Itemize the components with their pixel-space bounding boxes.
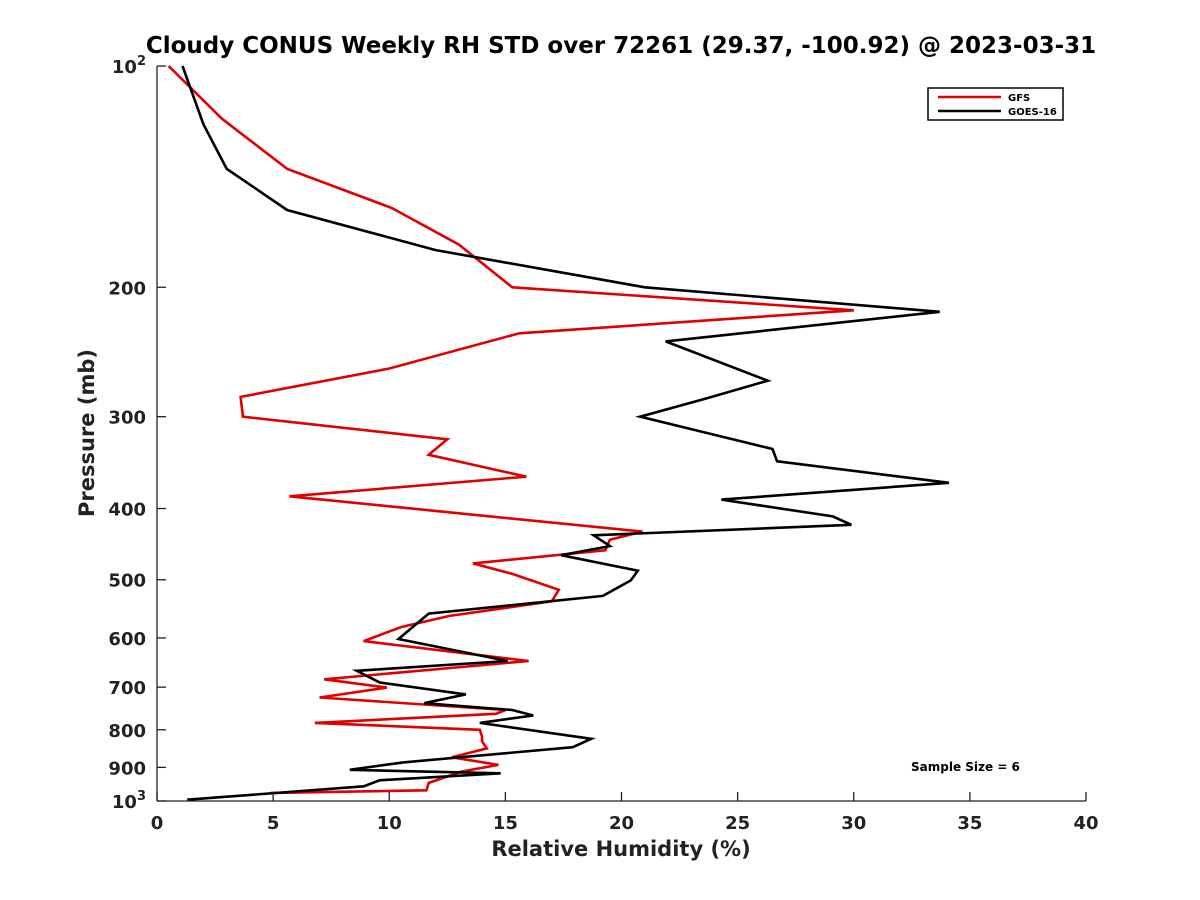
- y-tick-label: 900: [108, 758, 146, 779]
- legend: GFS GOES-16: [927, 87, 1064, 121]
- x-tick-label: 35: [957, 813, 982, 834]
- series-line-goes16: [181, 65, 950, 801]
- x-tick-label: 5: [267, 813, 280, 834]
- y-tick-label: 700: [108, 678, 146, 699]
- plot-series-group: [167, 65, 950, 801]
- y-tick-exponent: 3: [137, 789, 146, 804]
- y-axis-label: Pressure (mb): [75, 349, 99, 517]
- series-line-gfs: [167, 65, 854, 795]
- y-tick-label: 300: [108, 408, 146, 429]
- x-axis-ticks: 0 5 10 15 20 25 30 35 40: [151, 792, 1099, 834]
- x-tick-label: 15: [493, 813, 518, 834]
- x-tick-label: 20: [609, 813, 634, 834]
- y-tick-label: 600: [108, 629, 146, 650]
- legend-label-goes16: GOES-16: [1008, 107, 1057, 118]
- x-axis-label: Relative Humidity (%): [491, 837, 750, 861]
- x-tick-label: 30: [841, 813, 866, 834]
- y-tick-label: 500: [108, 571, 146, 592]
- y-tick-label: 400: [108, 500, 146, 521]
- x-tick-label: 0: [151, 813, 164, 834]
- x-tick-label: 10: [377, 813, 402, 834]
- y-tick-label: 800: [108, 721, 146, 742]
- sample-size-annotation: Sample Size = 6: [911, 760, 1020, 774]
- y-tick-label: 200: [108, 278, 146, 299]
- x-tick-label: 40: [1073, 813, 1098, 834]
- y-tick-exponent: 2: [137, 54, 146, 69]
- legend-box: [927, 87, 1064, 121]
- x-tick-label: 25: [725, 813, 750, 834]
- chart-title: Cloudy CONUS Weekly RH STD over 72261 (2…: [146, 33, 1096, 59]
- y-tick-label: 102: [112, 54, 146, 78]
- legend-label-gfs: GFS: [1008, 93, 1030, 104]
